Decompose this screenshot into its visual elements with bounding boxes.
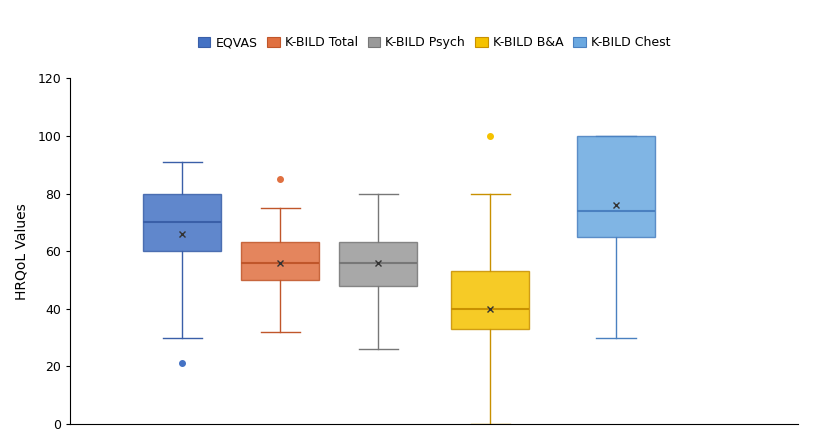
Bar [143,194,221,251]
Legend: EQVAS, K-BILD Total, K-BILD Psych, K-BILD B&A, K-BILD Chest: EQVAS, K-BILD Total, K-BILD Psych, K-BIL… [194,33,674,53]
Y-axis label: HRQoL Values: HRQoL Values [15,203,29,299]
Bar [577,136,655,237]
Bar [339,242,417,286]
Bar [241,242,320,280]
Bar [451,271,529,329]
